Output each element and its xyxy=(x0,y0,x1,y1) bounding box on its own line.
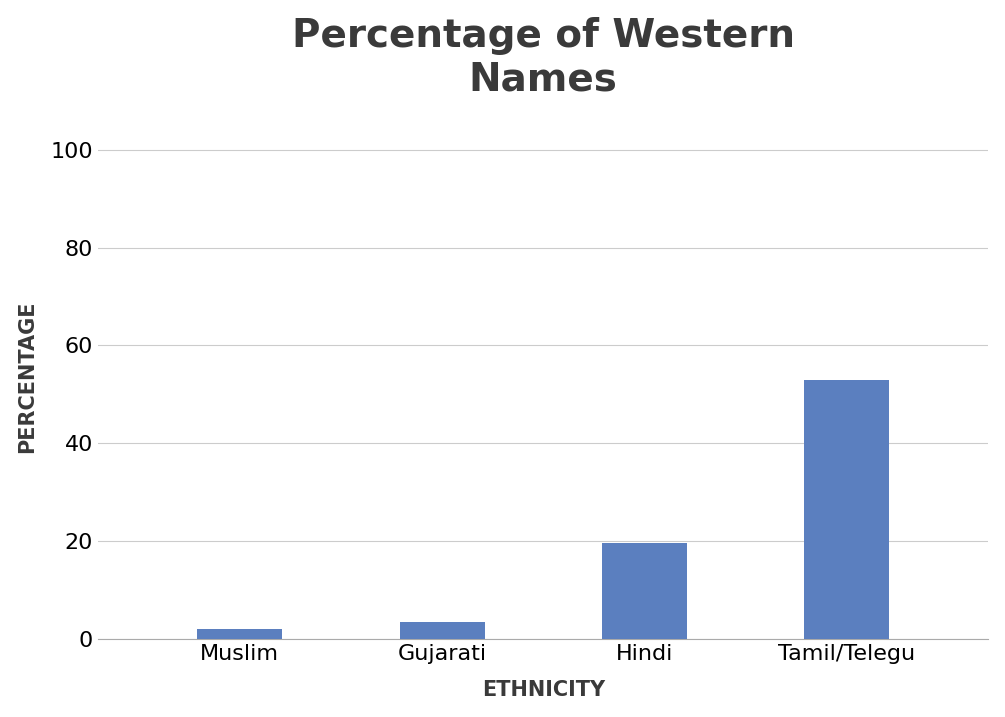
Bar xyxy=(197,629,282,639)
Bar xyxy=(804,380,889,639)
Bar xyxy=(400,622,484,639)
Y-axis label: PERCENTAGE: PERCENTAGE xyxy=(17,301,36,453)
Title: Percentage of Western
Names: Percentage of Western Names xyxy=(291,16,795,99)
X-axis label: ETHNICITY: ETHNICITY xyxy=(481,680,605,701)
Bar xyxy=(602,543,686,639)
